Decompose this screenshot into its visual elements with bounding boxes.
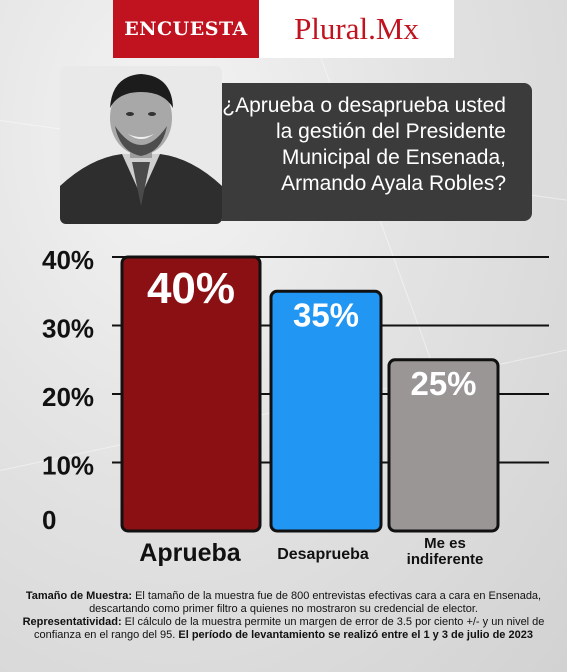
sample-note: Tamaño de Muestra: El tamaño de la muest… [10, 590, 557, 616]
representativity-note: Representatividad: El cálculo de la mues… [10, 616, 557, 642]
sample-note-text: El tamaño de la muestra fue de 800 entre… [89, 590, 542, 615]
bar-data-label: 35% [293, 296, 359, 333]
brand-left-label: ENCUESTA [113, 0, 259, 58]
sample-note-label: Tamaño de Muestra: [25, 590, 133, 602]
bar [120, 255, 262, 533]
bar [387, 358, 500, 533]
representativity-note-label: Representatividad: [22, 616, 122, 628]
representativity-note-text: El cálculo de la muestra permite un marg… [34, 616, 545, 641]
bar-data-label: 25% [410, 365, 476, 402]
question-line: ¿Aprueba o desaprueba usted [222, 94, 506, 117]
y-tick-label: 30% [42, 314, 94, 344]
survey-notes: Tamaño de Muestra: El tamaño de la muest… [10, 590, 557, 642]
y-tick-label: 40% [42, 245, 94, 275]
question-line: Municipal de Ensenada, [281, 146, 506, 169]
person-portrait-icon [60, 66, 222, 224]
bar [269, 289, 383, 533]
brand-right-label: Plural.Mx [259, 0, 454, 58]
question-line: la gestión del Presidente [276, 120, 506, 143]
x-category-label: Me es indiferente [407, 535, 484, 568]
period-note: El período de levantamiento se realizó e… [178, 629, 533, 641]
bar-data-label: 40% [147, 264, 235, 313]
bar-chart: 40% 30% 20% 10% 0 40% Aprueba 35% Desaprueba 25% M… [42, 245, 549, 568]
question-box: ¿Aprueba o desaprueba usted la gestión d… [168, 83, 532, 221]
brand-header: ENCUESTA Plural.Mx [113, 0, 454, 58]
y-tick-label: 0 [42, 505, 56, 535]
x-category-label: Aprueba [139, 539, 242, 567]
x-category-label: Desaprueba [277, 546, 369, 563]
y-tick-label: 10% [42, 451, 94, 481]
y-tick-label: 20% [42, 382, 94, 412]
question-line: Armando Ayala Robles? [281, 172, 506, 195]
